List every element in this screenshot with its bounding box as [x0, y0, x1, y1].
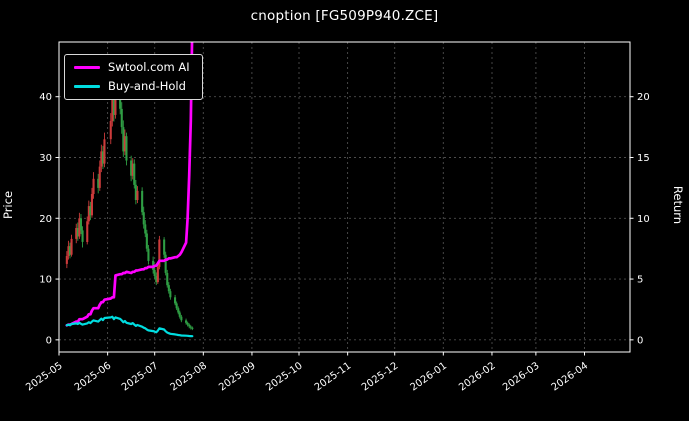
svg-text:5: 5	[637, 275, 643, 286]
svg-text:10: 10	[637, 214, 650, 225]
svg-text:40: 40	[39, 92, 52, 103]
legend-item-ai: Swtool.com AI	[74, 60, 190, 74]
buy-and-hold-line-swatch	[74, 84, 100, 88]
svg-text:20: 20	[637, 92, 650, 103]
svg-text:2025-12: 2025-12	[360, 360, 401, 393]
svg-text:2025-07: 2025-07	[120, 360, 161, 393]
svg-text:10: 10	[39, 275, 52, 286]
svg-text:2025-05: 2025-05	[24, 360, 65, 393]
svg-text:2026-03: 2026-03	[501, 360, 542, 393]
chart-title: cnoption [FG509P940.ZCE]	[250, 8, 439, 24]
svg-text:2025-06: 2025-06	[73, 360, 114, 393]
svg-text:20: 20	[39, 214, 52, 225]
svg-text:2026-02: 2026-02	[457, 360, 498, 393]
ai-line-swatch	[74, 66, 100, 70]
svg-text:2026-01: 2026-01	[409, 360, 450, 393]
legend-item-buy-and-hold: Buy-and-Hold	[74, 78, 190, 93]
svg-text:30: 30	[39, 153, 52, 164]
legend: Swtool.com AI Buy-and-Hold	[64, 54, 203, 100]
svg-text:2025-09: 2025-09	[217, 360, 258, 393]
svg-text:2026-04: 2026-04	[550, 360, 591, 393]
svg-text:2025-10: 2025-10	[264, 360, 305, 393]
svg-text:15: 15	[637, 153, 650, 164]
legend-label-buy-and-hold: Buy-and-Hold	[108, 78, 186, 93]
svg-text:2025-11: 2025-11	[313, 360, 354, 393]
svg-text:2025-08: 2025-08	[168, 360, 209, 393]
svg-text:0: 0	[637, 335, 643, 346]
svg-text:0: 0	[46, 335, 52, 346]
legend-label-ai: Swtool.com AI	[108, 60, 190, 74]
